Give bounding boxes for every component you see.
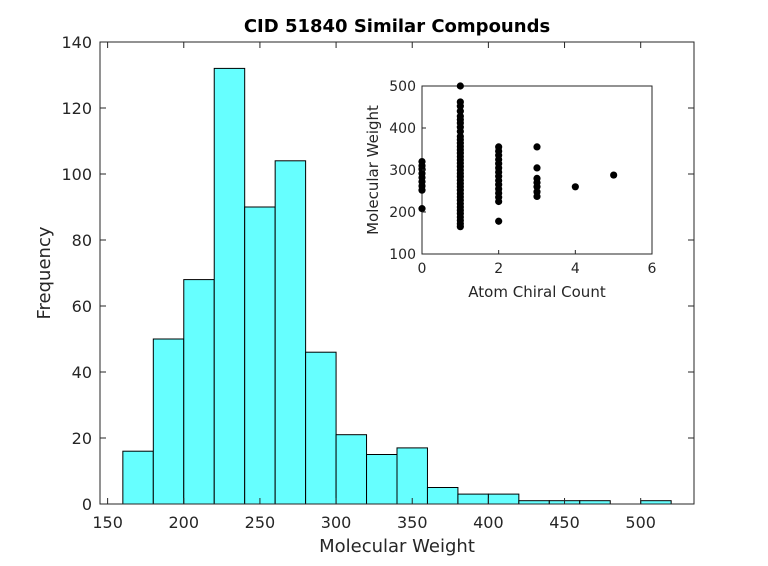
inset-y-ticks: 100 200 300 400 500 bbox=[389, 79, 426, 263]
main-x-ticks: 150 200 250 300 350 400 450 500 bbox=[92, 42, 656, 532]
chart-title: CID 51840 Similar Compounds bbox=[244, 16, 550, 37]
histogram-bar bbox=[487, 493, 520, 505]
inset-x-tick-label: 4 bbox=[571, 261, 580, 277]
scatter-point bbox=[533, 174, 541, 182]
y-tick-label: 20 bbox=[72, 429, 92, 448]
scatter-point bbox=[495, 217, 503, 225]
y-tick-label: 80 bbox=[72, 231, 92, 250]
scatter-point bbox=[610, 171, 618, 179]
y-tick-label: 0 bbox=[82, 495, 92, 514]
y-tick-label: 100 bbox=[61, 165, 92, 184]
histogram-bar bbox=[396, 447, 428, 505]
x-axis-label: Molecular Weight bbox=[319, 536, 475, 557]
scatter-point bbox=[456, 112, 464, 120]
x-tick-label: 200 bbox=[168, 513, 199, 532]
histogram-bar bbox=[183, 279, 215, 505]
x-tick-label: 250 bbox=[245, 513, 276, 532]
scatter-point bbox=[571, 183, 579, 191]
scatter-point bbox=[418, 158, 426, 166]
histogram-bar bbox=[335, 434, 368, 505]
histogram-bar bbox=[457, 493, 489, 505]
inset-x-tick-label: 2 bbox=[494, 261, 503, 277]
histogram-bar bbox=[213, 67, 246, 505]
scatter-point bbox=[533, 143, 541, 151]
x-tick-label: 450 bbox=[549, 513, 580, 532]
inset-x-ticks: 0 2 4 6 bbox=[418, 250, 657, 277]
main-axes-box bbox=[99, 41, 695, 505]
scatter-point bbox=[495, 143, 503, 151]
histogram-bar bbox=[122, 450, 154, 505]
inset-y-tick-label: 500 bbox=[389, 79, 416, 95]
inset-x-tick-label: 6 bbox=[648, 261, 657, 277]
inset-y-tick-label: 200 bbox=[389, 205, 416, 221]
scatter-point bbox=[456, 98, 464, 106]
inset-scatter-chart: 0 2 4 6 100 200 300 400 500 Atom Chiral Count M… bbox=[364, 79, 657, 301]
scatter-point bbox=[533, 164, 541, 172]
y-tick-label: 120 bbox=[61, 99, 92, 118]
scatter-point bbox=[456, 82, 464, 90]
x-tick-label: 400 bbox=[473, 513, 504, 532]
histogram-bar bbox=[244, 206, 276, 505]
histogram-bar bbox=[274, 160, 307, 505]
scatter-point bbox=[456, 107, 464, 115]
scatter-point bbox=[533, 188, 541, 196]
y-tick-label: 40 bbox=[72, 363, 92, 382]
x-tick-label: 500 bbox=[625, 513, 656, 532]
histogram-bar bbox=[366, 454, 398, 505]
scatter-points bbox=[418, 82, 618, 231]
inset-x-axis-label: Atom Chiral Count bbox=[468, 283, 606, 301]
x-tick-label: 350 bbox=[397, 513, 428, 532]
y-tick-label: 60 bbox=[72, 297, 92, 316]
inset-y-tick-label: 300 bbox=[389, 163, 416, 179]
x-tick-label: 150 bbox=[92, 513, 123, 532]
inset-y-tick-label: 400 bbox=[389, 121, 416, 137]
inset-x-tick-label: 0 bbox=[418, 261, 427, 277]
histogram-bars bbox=[122, 67, 672, 505]
scatter-point bbox=[418, 205, 426, 213]
scatter-point bbox=[456, 132, 464, 140]
y-axis-label: Frequency bbox=[34, 226, 55, 319]
inset-y-axis-label: Molecular Weight bbox=[364, 105, 382, 235]
x-tick-label: 300 bbox=[321, 513, 352, 532]
histogram-bar bbox=[426, 487, 459, 505]
inset-y-tick-label: 100 bbox=[389, 247, 416, 263]
histogram-bar bbox=[152, 338, 185, 505]
y-tick-label: 140 bbox=[61, 33, 92, 52]
histogram-bar bbox=[305, 351, 337, 505]
